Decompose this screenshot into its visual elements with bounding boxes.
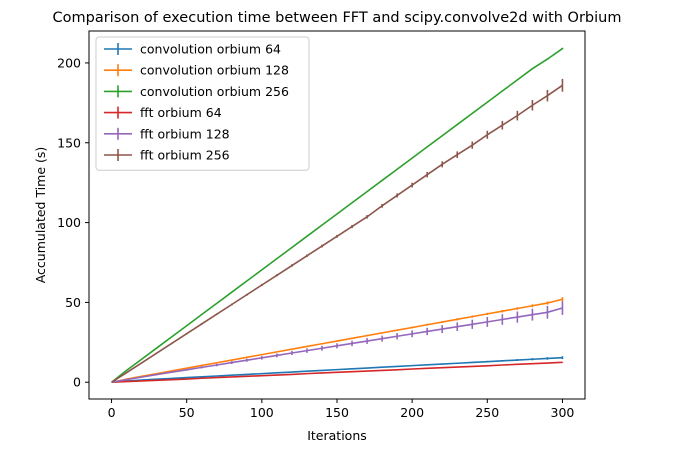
x-tick-label: 50 [179, 405, 195, 420]
y-tick-label: 0 [73, 375, 81, 390]
legend-item: convolution orbium 256 [104, 84, 289, 99]
legend-label: convolution orbium 256 [140, 84, 289, 99]
x-tick-label: 300 [551, 405, 575, 420]
series-layer [111, 47, 564, 384]
legend-box [95, 36, 310, 171]
legend-label: fft orbium 256 [140, 148, 230, 163]
plot-area [88, 30, 586, 400]
y-tick-label: 150 [57, 135, 81, 150]
x-axis: 0 50 100 150 200 250 300 [108, 399, 575, 420]
x-axis-label: Iterations [307, 428, 367, 443]
legend-item: convolution orbium 64 [104, 42, 281, 57]
y-axis-label: Accumulated Time (s) [33, 147, 48, 284]
legend-item: convolution orbium 128 [104, 63, 289, 78]
y-tick-label: 200 [57, 55, 81, 70]
series-fft-orbium-256 [111, 78, 564, 383]
x-tick-label: 100 [250, 405, 274, 420]
y-tick-label: 100 [57, 215, 81, 230]
legend-item: fft orbium 256 [104, 148, 230, 163]
chart-title: Comparison of execution time between FFT… [53, 10, 622, 26]
series-fft-orbium-128 [111, 301, 564, 384]
series-convolution-orbium-256 [111, 47, 564, 383]
legend-item: fft orbium 128 [104, 126, 230, 141]
x-tick-label: 200 [400, 405, 424, 420]
series-convolution-orbium-128 [111, 297, 564, 384]
legend-label: convolution orbium 128 [140, 63, 289, 78]
y-axis: 0 50 100 150 200 [57, 55, 89, 390]
x-tick-label: 250 [475, 405, 499, 420]
y-tick-label: 50 [65, 295, 81, 310]
x-tick-label: 0 [108, 405, 116, 420]
series-convolution-orbium-64 [111, 356, 564, 384]
legend-label: convolution orbium 64 [140, 42, 281, 57]
legend-label: fft orbium 64 [140, 105, 222, 120]
legend: convolution orbium 64 convolution orbium … [95, 36, 310, 171]
x-tick-label: 150 [325, 405, 349, 420]
series-fft-orbium-64 [111, 361, 564, 384]
legend-item: fft orbium 64 [104, 105, 222, 120]
legend-label: fft orbium 128 [140, 126, 230, 141]
